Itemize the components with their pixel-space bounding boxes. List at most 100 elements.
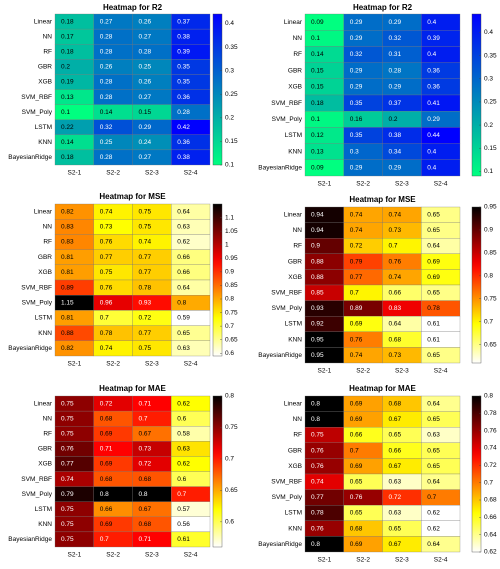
cell-label: 0.25 xyxy=(139,64,152,71)
cell-label: 0.83 xyxy=(389,305,402,312)
y-tick-label: KNN xyxy=(288,525,302,532)
x-tick-label: S2-1 xyxy=(68,552,82,559)
x-tick-label: S2-4 xyxy=(184,552,198,559)
cell-label: 0.69 xyxy=(350,401,363,408)
cell-label: 0.7 xyxy=(139,415,148,422)
y-tick-label: NN xyxy=(43,415,53,422)
cell-label: 0.93 xyxy=(139,300,152,307)
cell-label: 0.68 xyxy=(139,521,152,528)
colorbar-tick-label: 0.15 xyxy=(225,138,238,145)
cell-label: 0.75 xyxy=(61,521,74,528)
cell-label: 0.76 xyxy=(350,336,363,343)
cell-label: 0.74 xyxy=(350,227,363,234)
cell-label: 0.78 xyxy=(100,330,113,337)
chart-title: Heatmap for MAE xyxy=(99,384,166,393)
cell-label: 0.66 xyxy=(350,432,363,439)
y-tick-label: NN xyxy=(293,227,303,234)
cell-label: 0.32 xyxy=(389,35,402,42)
cell-label: 0.75 xyxy=(139,345,152,352)
cell-label: 0.15 xyxy=(139,109,152,116)
cell-label: 0.09 xyxy=(311,19,324,26)
cell-label: 0.63 xyxy=(427,432,440,439)
cell-label: 0.18 xyxy=(61,18,74,25)
y-tick-label: GBR xyxy=(288,258,302,265)
cell-label: 0.61 xyxy=(427,321,440,328)
cell-label: 0.7 xyxy=(389,243,398,250)
colorbar-tick-label: 0.8 xyxy=(484,273,493,280)
cell-label: 0.15 xyxy=(311,84,324,91)
cell-label: 0.38 xyxy=(177,154,190,161)
cell-label: 0.83 xyxy=(61,224,74,231)
cell-label: 0.73 xyxy=(389,352,402,359)
x-tick-label: S2-4 xyxy=(184,170,198,177)
cell-label: 0.28 xyxy=(100,94,113,101)
cell-label: 0.76 xyxy=(311,463,324,470)
x-tick-label: S2-3 xyxy=(145,170,159,177)
y-tick-label: GBR xyxy=(38,446,52,453)
cell-label: 0.65 xyxy=(427,463,440,470)
heatmap-cell xyxy=(171,149,211,166)
cell-label: 0.62 xyxy=(427,510,440,517)
cell-label: 0.76 xyxy=(350,494,363,501)
cell-label: 0.64 xyxy=(177,208,190,215)
y-tick-label: SVM_RBF xyxy=(21,284,52,291)
cell-label: 0.83 xyxy=(61,239,74,246)
cell-label: 0.68 xyxy=(139,476,152,483)
cell-label: 0.92 xyxy=(311,321,324,328)
y-tick-label: RF xyxy=(293,432,302,439)
cell-label: 0.81 xyxy=(61,269,74,276)
cell-label: 0.29 xyxy=(350,35,363,42)
cell-label: 0.74 xyxy=(350,352,363,359)
cell-label: 0.75 xyxy=(61,506,74,513)
cell-label: 0.94 xyxy=(311,212,324,219)
cell-label: 0.18 xyxy=(61,154,74,161)
colorbar-tick-label: 0.35 xyxy=(484,52,497,59)
cell-label: 0.65 xyxy=(350,479,363,486)
cell-label: 0.96 xyxy=(100,300,113,307)
colorbar-tick-label: 0.25 xyxy=(484,99,497,106)
heatmap-cell xyxy=(421,536,461,553)
colorbar-tick-label: 0.7 xyxy=(225,456,234,463)
y-tick-label: Linear xyxy=(34,208,53,215)
x-tick-label: S2-3 xyxy=(395,368,409,375)
cell-label: 0.88 xyxy=(61,330,74,337)
cell-label: 0.76 xyxy=(389,258,402,265)
colorbar-tick-label: 0.2 xyxy=(484,122,493,129)
cell-label: 0.35 xyxy=(350,100,363,107)
colorbar-tick-label: 1.05 xyxy=(225,228,238,235)
heatmap-cell xyxy=(171,340,211,357)
cell-label: 0.76 xyxy=(100,239,113,246)
cell-label: 0.18 xyxy=(311,100,324,107)
cell-label: 0.39 xyxy=(177,48,190,55)
cell-label: 0.36 xyxy=(177,139,190,146)
y-tick-label: NN xyxy=(293,416,303,423)
colorbar-tick-label: 0.72 xyxy=(484,462,497,469)
cell-label: 0.3 xyxy=(350,148,359,155)
cell-label: 0.28 xyxy=(389,67,402,74)
cell-label: 0.28 xyxy=(100,48,113,55)
y-tick-label: KNN xyxy=(38,139,52,146)
cell-label: 0.41 xyxy=(427,100,440,107)
cell-label: 0.64 xyxy=(427,541,440,548)
cell-label: 0.66 xyxy=(389,447,402,454)
cell-label: 0.8 xyxy=(311,541,320,548)
cell-label: 0.29 xyxy=(350,84,363,91)
cell-label: 0.32 xyxy=(350,51,363,58)
cell-label: 0.65 xyxy=(427,227,440,234)
cell-label: 0.77 xyxy=(311,494,324,501)
cell-label: 0.61 xyxy=(427,336,440,343)
cell-label: 0.24 xyxy=(139,139,152,146)
chart-title: Heatmap for R2 xyxy=(353,3,413,12)
colorbar-tick-label: 0.95 xyxy=(484,204,497,211)
chart-title: Heatmap for MSE xyxy=(99,192,166,201)
y-tick-label: Linear xyxy=(284,19,303,26)
cell-label: 0.74 xyxy=(61,476,74,483)
cell-label: 0.69 xyxy=(100,430,113,437)
x-tick-label: S2-2 xyxy=(106,170,120,177)
cell-label: 0.74 xyxy=(100,208,113,215)
cell-label: 0.62 xyxy=(177,400,190,407)
colorbar xyxy=(471,13,482,177)
colorbar xyxy=(212,13,223,166)
cell-label: 0.38 xyxy=(177,33,190,40)
y-tick-label: XGB xyxy=(38,269,52,276)
